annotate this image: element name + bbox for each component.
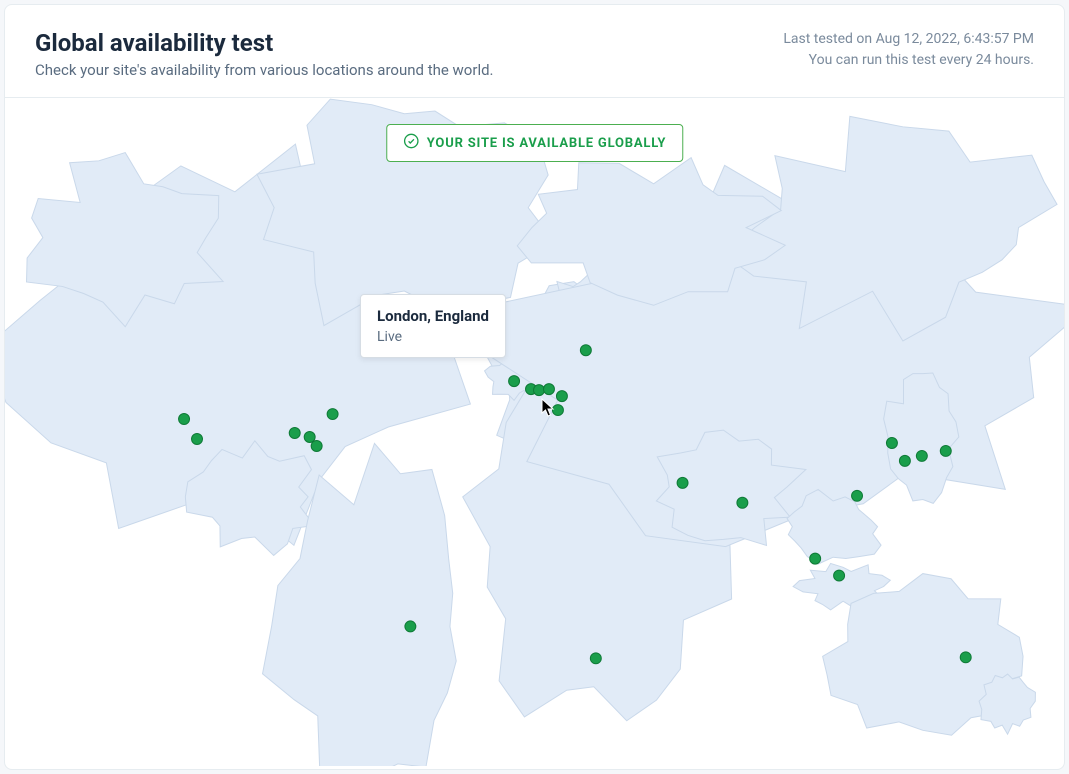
location-marker-kr-sel[interactable]	[886, 437, 897, 448]
location-marker-nl-ams[interactable]	[543, 384, 554, 395]
location-marker-id-jkt[interactable]	[834, 570, 845, 581]
location-marker-sg-sin[interactable]	[810, 553, 821, 564]
location-marker-se-sto[interactable]	[580, 345, 591, 356]
location-marker-us-west-1[interactable]	[179, 414, 190, 425]
frequency-label: You can run this test every 24 hours.	[783, 50, 1034, 71]
location-marker-fr-par[interactable]	[552, 405, 563, 416]
location-marker-br-south[interactable]	[405, 621, 416, 632]
location-marker-ae-dxb[interactable]	[677, 477, 688, 488]
location-marker-gb-london-2[interactable]	[534, 385, 545, 396]
location-marker-us-east-2[interactable]	[311, 440, 322, 451]
location-tooltip: London, England Live	[360, 294, 506, 358]
tooltip-status: Live	[377, 329, 489, 345]
landmasses	[5, 99, 1064, 766]
location-marker-us-central[interactable]	[289, 428, 300, 439]
world-map[interactable]	[5, 98, 1064, 766]
checkmark-circle-icon	[403, 133, 419, 153]
header-right: Last tested on Aug 12, 2022, 6:43:57 PM …	[783, 29, 1034, 71]
page-subtitle: Check your site's availability from vari…	[35, 61, 494, 79]
status-banner: YOUR SITE IS AVAILABLE GLOBALLY	[386, 124, 683, 162]
location-marker-jp-tyo-2[interactable]	[940, 445, 951, 456]
location-marker-za-cpt[interactable]	[590, 653, 601, 664]
location-marker-hk-hkg[interactable]	[852, 490, 863, 501]
card-header: Global availability test Check your site…	[5, 5, 1064, 98]
availability-card: Global availability test Check your site…	[4, 4, 1065, 770]
location-marker-au-syd[interactable]	[960, 652, 971, 663]
location-marker-ca-east[interactable]	[327, 409, 338, 420]
last-tested-label: Last tested on Aug 12, 2022, 6:43:57 PM	[783, 29, 1034, 50]
location-marker-us-east-1[interactable]	[304, 432, 315, 443]
page-title: Global availability test	[35, 29, 494, 57]
location-marker-de-fra[interactable]	[556, 391, 567, 402]
status-banner-text: YOUR SITE IS AVAILABLE GLOBALLY	[427, 136, 666, 151]
location-marker-jp-tyo[interactable]	[916, 450, 927, 461]
tooltip-title: London, England	[377, 307, 489, 325]
location-marker-ie-dublin[interactable]	[509, 376, 520, 387]
location-marker-jp-osa[interactable]	[899, 455, 910, 466]
location-marker-in-mum[interactable]	[737, 497, 748, 508]
header-left: Global availability test Check your site…	[35, 29, 494, 79]
map-container: YOUR SITE IS AVAILABLE GLOBALLY London, …	[5, 98, 1064, 766]
location-marker-us-west-2[interactable]	[192, 433, 203, 444]
